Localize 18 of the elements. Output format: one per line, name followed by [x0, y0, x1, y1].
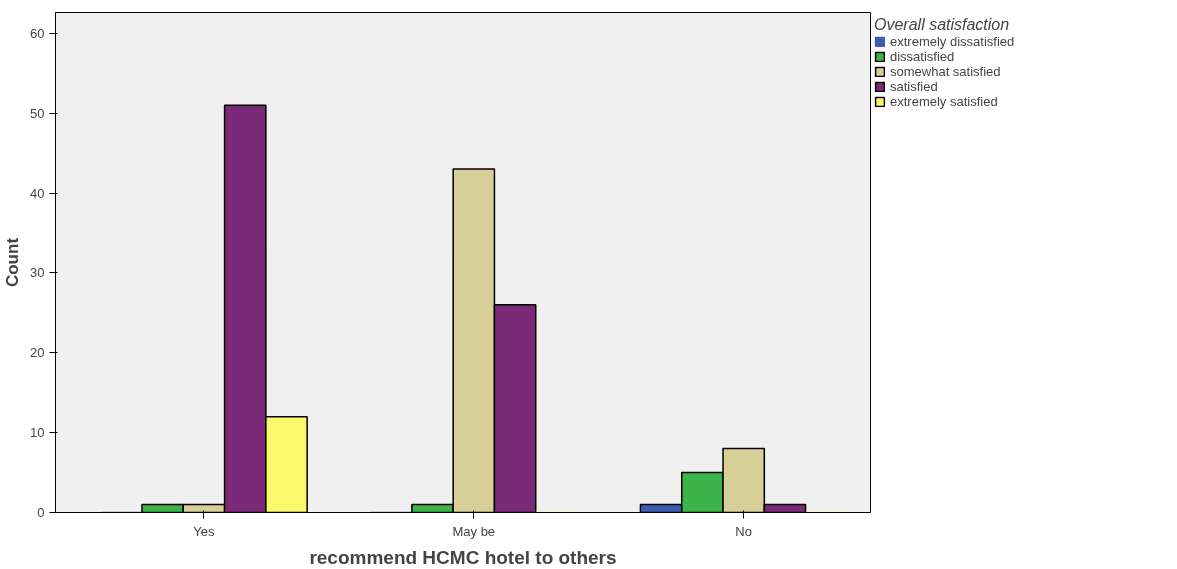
y-tick-label: 60 [30, 25, 45, 41]
legend-label: dissatisfied [890, 49, 955, 64]
y-tick-label: 0 [37, 505, 45, 520]
legend-title: Overall satisfaction [874, 16, 1011, 34]
x-tick-label: Yes [193, 523, 216, 539]
y-tick-label: 30 [30, 265, 45, 281]
x-tick-label: May be [452, 523, 496, 539]
legend-label: extremely dissatisfied [890, 34, 1015, 49]
y-axis-title: Count [3, 237, 23, 288]
y-tick-label: 40 [30, 185, 45, 201]
x-axis-title: recommend HCMC hotel to others [309, 546, 617, 568]
legend-label: satisfied [890, 79, 938, 94]
y-tick-label: 20 [30, 345, 45, 361]
y-tick-label: 10 [30, 425, 45, 441]
y-tick-label: 50 [30, 105, 45, 121]
x-tick-label: No [735, 523, 752, 539]
legend-label: extremely satisfied [890, 94, 998, 109]
legend-label: somewhat satisfied [890, 64, 1001, 79]
